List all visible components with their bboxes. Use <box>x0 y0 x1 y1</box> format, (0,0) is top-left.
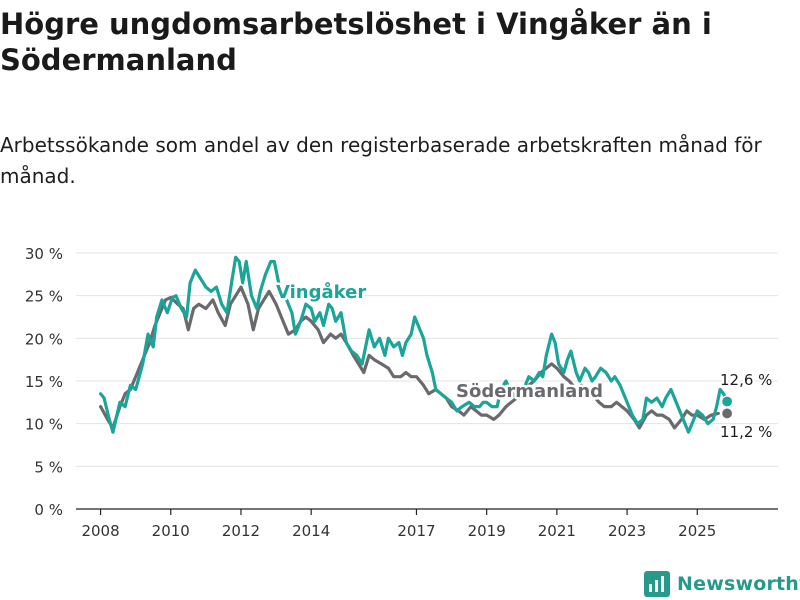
x-tick-label: 2010 <box>152 522 190 540</box>
series-label-vingaker: Vingåker <box>276 281 366 303</box>
newsworthy-brand[interactable]: Newsworthy <box>644 569 800 599</box>
series-line-sodermanland <box>99 285 720 430</box>
x-tick-label: 2012 <box>222 522 260 540</box>
x-tick-label: 2014 <box>292 522 330 540</box>
line-chart: 0 % 5 % 10 % 15 % 20 % 25 % 30 % 2008 2010 2012 20… <box>25 245 778 540</box>
x-tick-label: 2021 <box>538 522 576 540</box>
series-line-vingaker <box>99 255 729 434</box>
vingaker-end-label: 12,6 % <box>720 371 772 389</box>
y-tick-label: 0 % <box>34 501 63 519</box>
brand-name: Newsworthy <box>677 573 800 595</box>
x-tick-label: 2008 <box>81 522 119 540</box>
end-point-marker <box>721 395 734 408</box>
x-tick-label: 2019 <box>468 522 506 540</box>
y-tick-label: 30 % <box>25 245 63 263</box>
end-point-marker <box>721 407 734 420</box>
x-tick-label: 2017 <box>397 522 435 540</box>
newsworthy-logo-icon <box>644 571 670 597</box>
series-label-sodermanland: Södermanland <box>456 381 603 402</box>
sodermanland-end-label: 11,2 % <box>720 423 772 441</box>
y-tick-label: 20 % <box>25 330 63 348</box>
y-tick-label: 15 % <box>25 373 63 391</box>
y-tick-label: 25 % <box>25 288 63 306</box>
x-tick-label: 2023 <box>608 522 646 540</box>
x-tick-label: 2025 <box>678 522 716 540</box>
chart-subtitle: Arbetssökande som andel av den registerb… <box>0 133 762 188</box>
y-tick-label: 5 % <box>34 458 63 476</box>
page-title: Högre ungdomsarbetslöshet i Vingåker än … <box>0 7 712 77</box>
y-tick-label: 10 % <box>25 416 63 434</box>
